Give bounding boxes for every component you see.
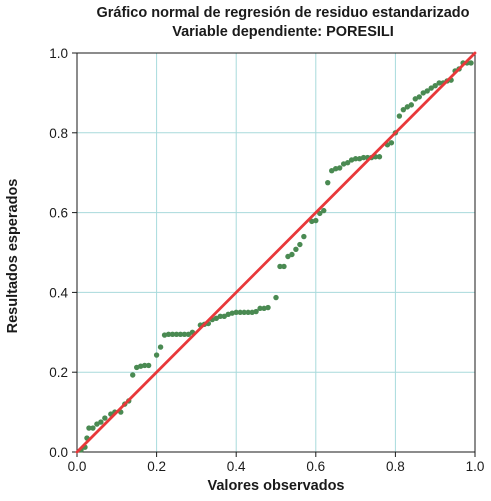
chart-title: Gráfico normal de regresión de residuo e… [96,5,469,21]
data-point [217,313,223,320]
data-point [336,165,343,171]
data-point [317,210,323,217]
data-point [344,160,351,166]
data-point [321,207,327,214]
data-point [221,313,227,320]
data-point [301,233,307,240]
data-point [165,331,172,337]
data-point [145,362,152,369]
data-point [416,94,422,100]
data-point [408,102,415,108]
data-point [98,419,104,425]
data-point [329,168,335,174]
chart-subtitle: Variable dependiente: PORESILI [172,24,394,40]
data-point [185,331,192,337]
data-point [86,425,92,431]
data-point [289,251,295,258]
data-point [273,294,279,301]
data-point [468,60,474,66]
y-tick-label: 0.2 [49,365,68,380]
grid [77,53,475,452]
data-point [281,263,287,270]
data-point [257,305,263,312]
y-tick-label: 0.6 [49,206,68,221]
plot-frame [76,52,476,453]
data-point [396,113,403,119]
data-point [297,241,303,248]
data-point [233,309,239,316]
data-point [432,83,438,89]
data-point [285,253,291,260]
y-tick-label: 0.8 [49,126,68,141]
x-tick-label: 0.0 [68,459,87,474]
data-point [157,344,164,350]
data-point [90,425,96,431]
data-point [388,140,395,146]
data-point [293,246,299,253]
y-tick-label: 0.0 [49,445,68,460]
data-point [313,217,319,224]
x-tick-label: 0.6 [306,459,325,474]
data-point [253,308,259,315]
data-point [173,331,180,337]
data-point [213,315,219,322]
data-point [420,90,426,96]
data-point [404,104,411,110]
data-point [352,156,359,162]
y-tick-label: 1.0 [49,46,68,61]
data-point [428,85,434,91]
x-tick-label: 0.8 [386,459,405,474]
y-tick-label: 0.4 [49,285,68,300]
data-point [153,352,160,358]
data-point [400,106,407,113]
data-point [245,309,251,316]
data-point [265,304,271,311]
data-point [412,96,418,102]
x-tick-label: 0.4 [227,459,246,474]
y-axis-title: Resultados esperados [5,179,21,334]
data-point [241,309,247,316]
data-point [169,331,176,337]
x-tick-label: 1.0 [466,459,485,474]
data-point [102,415,108,421]
data-point [325,179,331,186]
x-tick-label: 0.2 [147,459,166,474]
data-point [177,331,184,337]
data-point [94,421,100,427]
data-point [277,263,283,270]
data-point [237,309,243,316]
data-points [78,60,474,453]
data-point [141,362,148,369]
data-point [181,331,188,337]
axis-ticks: 0.0 0.2 0.4 0.6 0.8 1.0 0.0 0.2 0.4 0.6 0.8 1.0 [49,46,484,474]
data-point [130,372,136,378]
reference-line [75,51,477,454]
data-point [376,154,383,160]
x-axis-title: Valores observados [207,478,344,494]
data-point [424,88,430,94]
data-point [436,80,442,86]
data-point [360,154,367,161]
